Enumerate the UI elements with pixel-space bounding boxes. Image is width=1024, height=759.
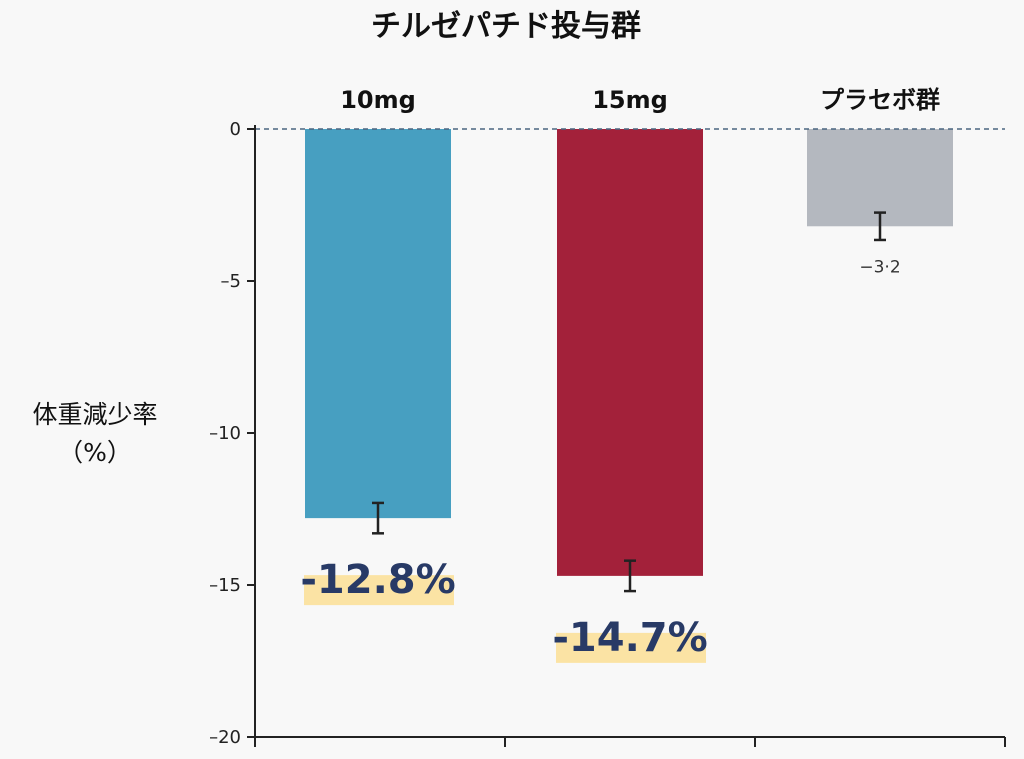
category-label-1: 10mg (340, 86, 416, 114)
y-axis-label: 体重減少率 （%） (32, 400, 157, 467)
y-tick-label-5: –20 (209, 727, 241, 748)
bar-3 (807, 129, 953, 227)
chart-title: チルゼパチド投与群 (371, 9, 641, 44)
category-label-3: プラセボ群 (820, 86, 940, 114)
y-tick-label-3: –10 (209, 423, 241, 444)
value-label-3: −3·2 (859, 257, 900, 277)
axes-group (247, 125, 1006, 747)
bar-2 (557, 129, 703, 576)
value-label-2: -14.7% (552, 615, 707, 661)
value-highlight-2 (556, 632, 706, 663)
y-tick-label-1: 0 (230, 119, 241, 140)
y-tick-label-4: –15 (209, 575, 241, 596)
bars-group (305, 129, 953, 593)
category-label-2: 15mg (592, 86, 668, 114)
value-highlight-1 (304, 575, 454, 606)
bar-1 (305, 129, 451, 519)
y-tick-label-2: –5 (221, 271, 241, 292)
y-axis-label-line1: 体重減少率 (32, 400, 157, 429)
y-axis-label-line2: （%） (58, 438, 132, 467)
labels-group: 0 –5 –10 –15 –20 10mg 15mg プラセボ群 -12.8% -14.7% −3·… (209, 86, 940, 748)
value-label-1: -12.8% (300, 557, 455, 603)
